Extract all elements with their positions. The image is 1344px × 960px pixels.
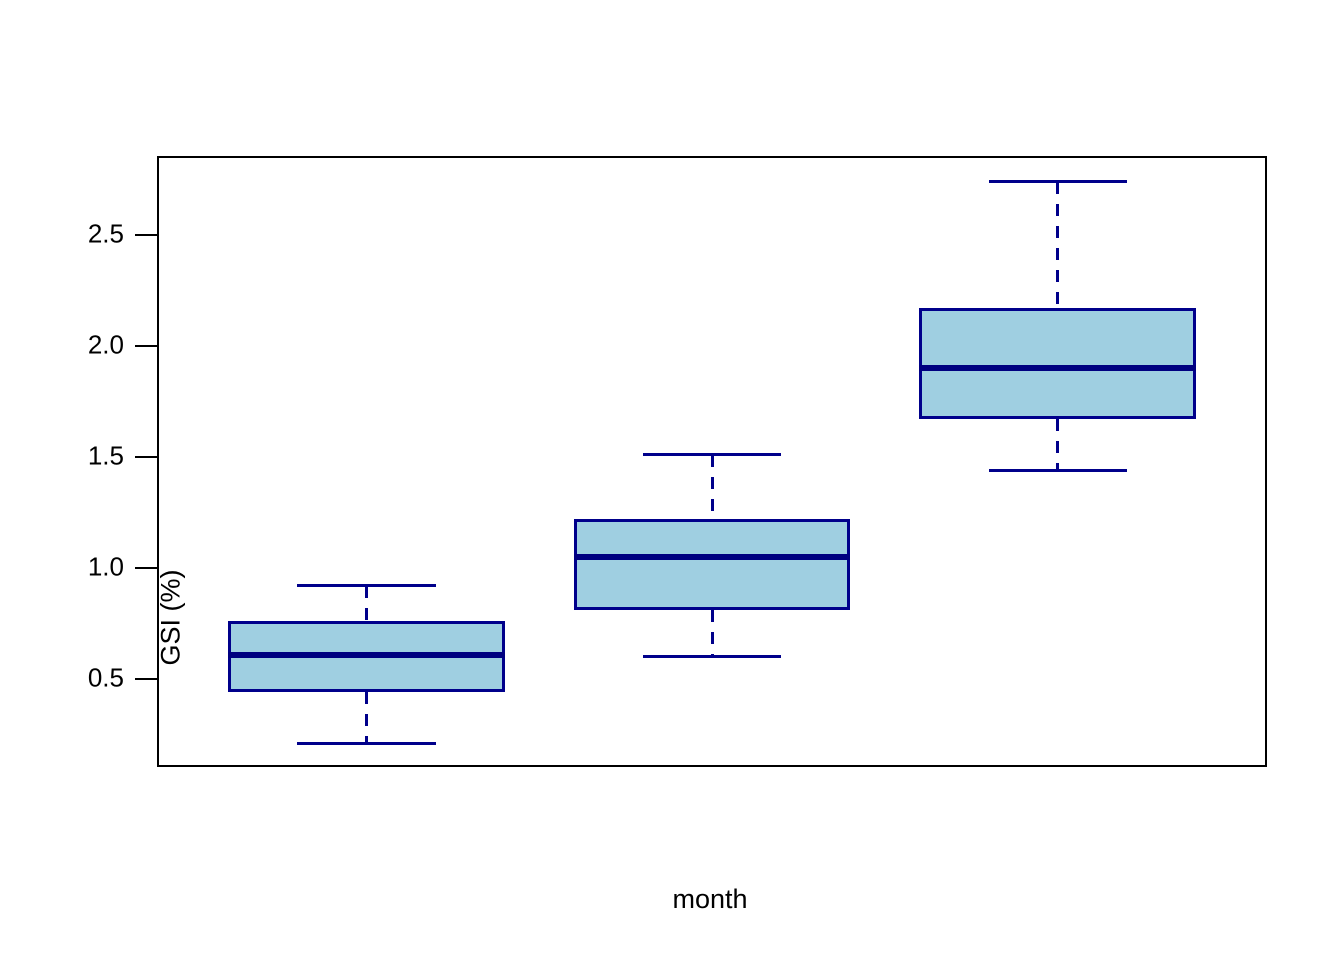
lower-whisker-cap [297,741,436,745]
y-tick-mark [135,456,157,459]
upper-whisker-cap [988,180,1127,184]
y-tick-label: 1.0 [87,551,124,582]
median-line [919,365,1196,372]
y-axis-label: GSI (%) [155,569,186,666]
upper-whisker-cap [297,584,436,588]
y-tick-label: 2.5 [87,218,124,249]
y-tick-mark [135,345,157,348]
lower-whisker-line [710,610,714,657]
x-axis-label: month [672,884,748,914]
lower-whisker-line [364,692,368,744]
y-tick-label: 2.0 [87,329,124,360]
lower-whisker-cap [642,655,782,659]
median-line [228,651,505,658]
y-tick-label: 0.5 [87,662,124,693]
lower-whisker-line [1056,419,1060,471]
upper-whisker-cap [642,453,782,457]
upper-whisker-line [364,585,368,622]
lower-whisker-cap [988,468,1127,472]
y-tick-mark [135,234,157,237]
median-line [573,553,851,560]
plot-area: 0.5 1.0 1.5 2.0 2.5 GSI (%) [88,156,1267,767]
upper-whisker-line [710,454,714,520]
y-tick-mark [135,678,157,681]
y-tick-label: 1.5 [87,440,124,471]
box-rect [573,519,851,611]
y-tick-mark [135,567,157,570]
box-rect [919,308,1196,420]
upper-whisker-line [1056,181,1060,309]
